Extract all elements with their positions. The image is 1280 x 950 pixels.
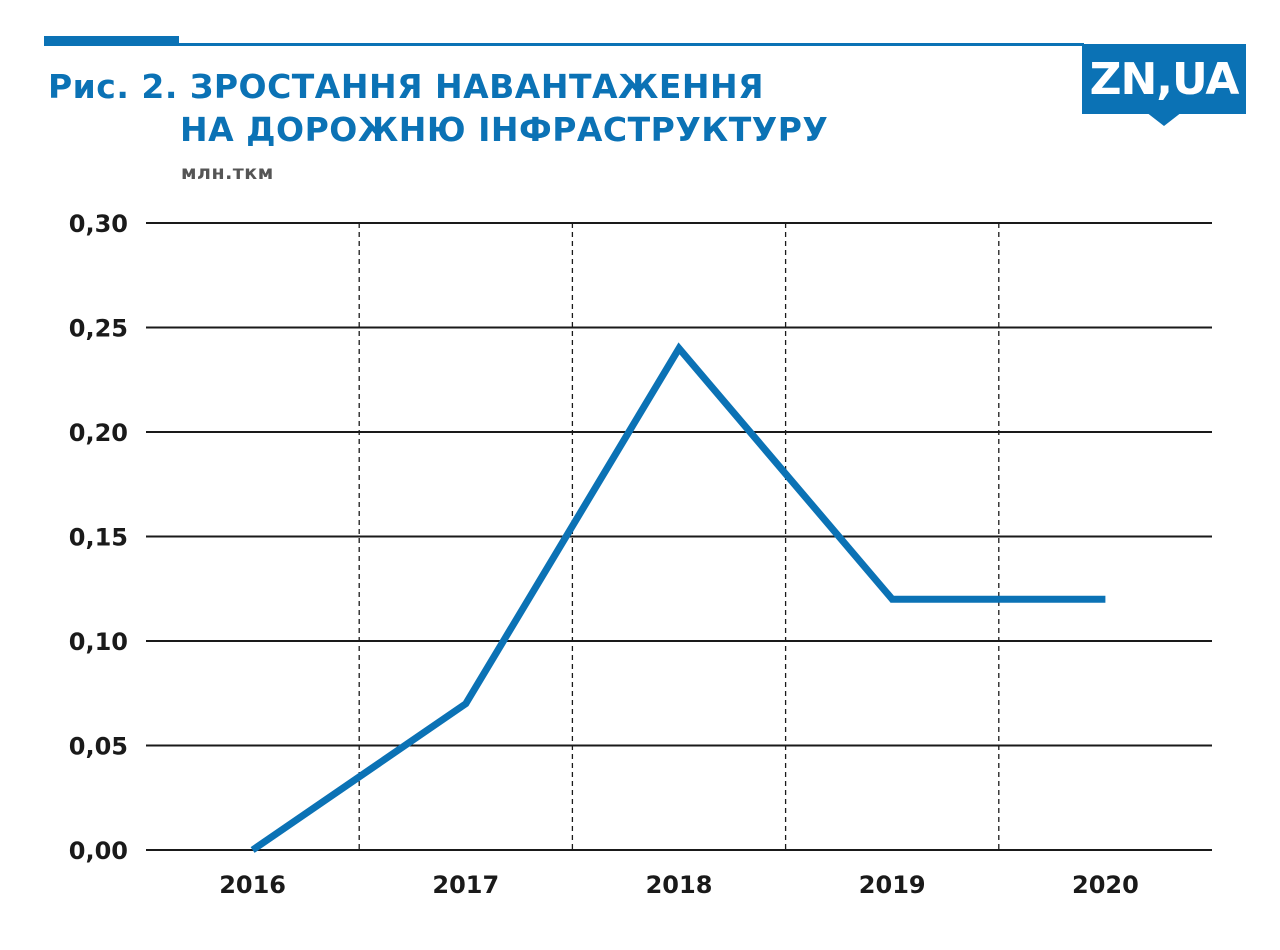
x-tick-label: 2016 [219, 871, 286, 899]
x-tick-label: 2019 [859, 871, 926, 899]
y-tick-label: 0,05 [69, 733, 128, 761]
y-tick-label: 0,30 [69, 210, 128, 238]
x-tick-label: 2018 [646, 871, 713, 899]
zn-ua-logo: ZN,UA [1082, 44, 1246, 114]
series-line [250, 342, 1106, 853]
y-unit-label: млн.ткм [181, 162, 274, 184]
horizontal-gridlines [146, 222, 1212, 851]
vertical-gridlines [358, 223, 1000, 850]
y-tick-label: 0,00 [69, 837, 128, 865]
y-tick-labels: 0,00 0,05 0,10 0,15 0,20 0,25 0,30 [69, 210, 128, 865]
logo-tail-icon [1146, 112, 1182, 126]
y-tick-label: 0,25 [69, 315, 128, 343]
x-tick-label: 2020 [1072, 871, 1139, 899]
x-tick-label: 2017 [432, 871, 499, 899]
header-rule-accent [44, 36, 179, 45]
y-tick-label: 0,10 [69, 628, 128, 656]
series-group [250, 342, 1106, 853]
chart-title-line-1: Рис. 2. ЗРОСТАННЯ НАВАНТАЖЕННЯ [48, 67, 765, 106]
chart-title-line-2: НА ДОРОЖНЮ ІНФРАСТРУКТУРУ [180, 110, 829, 149]
y-tick-label: 0,20 [69, 419, 128, 447]
x-tick-labels: 2016 2017 2018 2019 2020 [219, 871, 1139, 899]
header-rule [44, 43, 1084, 46]
y-tick-label: 0,15 [69, 524, 128, 552]
